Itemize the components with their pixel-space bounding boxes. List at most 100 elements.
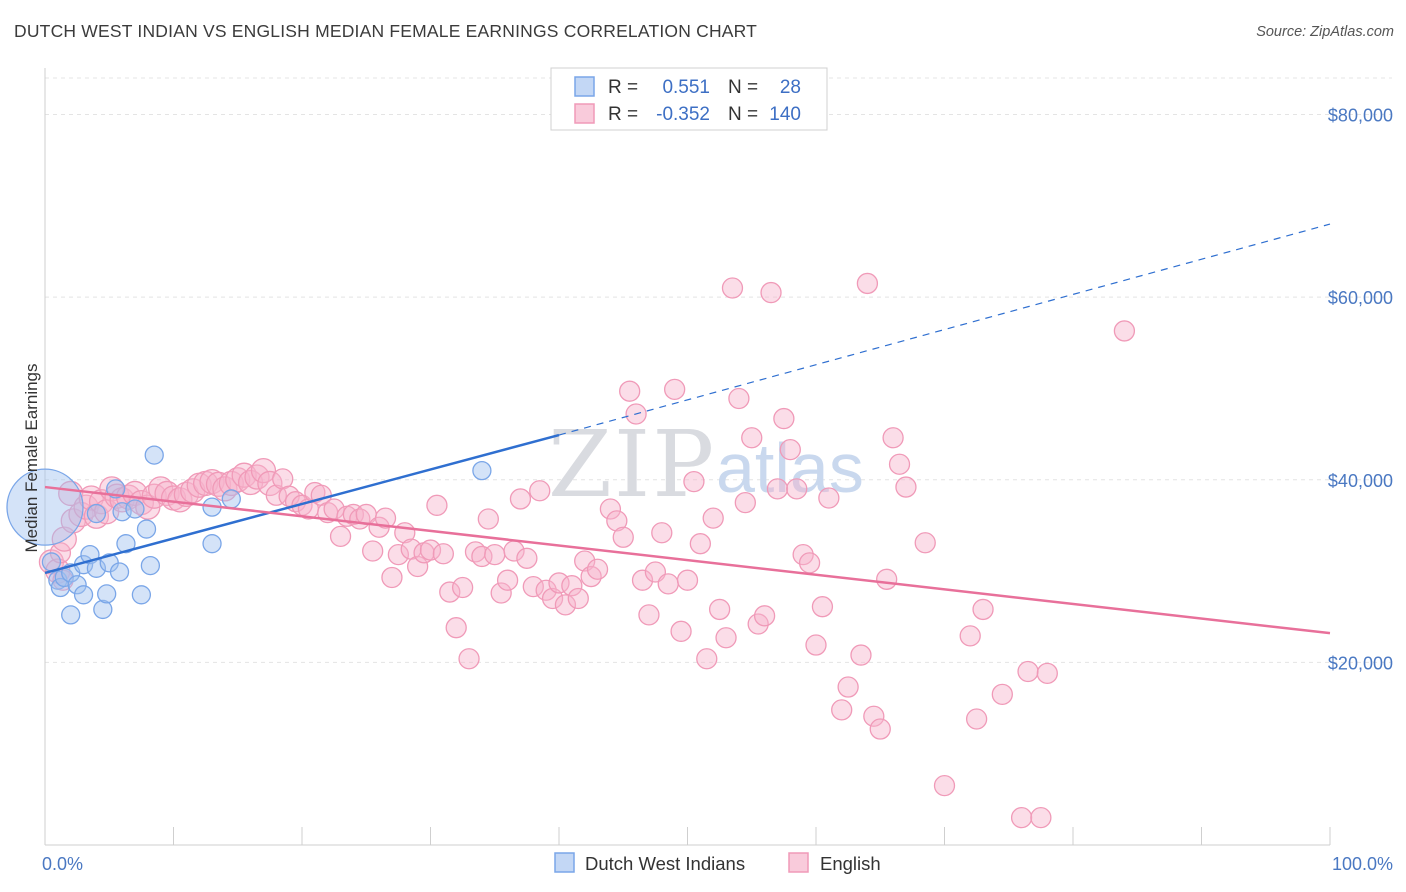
legend-r-label-1: R = (608, 77, 638, 98)
english-point-56 (374, 507, 397, 529)
legend-r-value-2: -0.352 (656, 104, 710, 125)
dutch-west-indian-point-3 (50, 577, 71, 598)
english-point-136 (933, 774, 956, 797)
english-point-92 (612, 526, 634, 548)
english-point-121 (798, 552, 821, 574)
legend-label-english: English (820, 853, 881, 874)
legend-r-value-1: 0.551 (662, 77, 710, 98)
dutch-west-indian-trend-extension (558, 223, 1331, 436)
english-point-139 (972, 598, 994, 621)
english-point-118 (779, 438, 801, 461)
english-point-110 (728, 387, 750, 410)
english-point-79 (522, 575, 544, 598)
english-point-133 (888, 453, 911, 475)
dutch-west-indian-point-11 (86, 503, 107, 524)
english-point-114 (753, 605, 776, 627)
dutch-west-indian-point-17 (109, 562, 130, 582)
dutch-west-indian-point-20 (125, 499, 145, 519)
english-point-69 (458, 648, 480, 670)
english-point-57 (381, 566, 403, 589)
english-point-80 (529, 480, 551, 502)
english-point-95 (631, 569, 654, 591)
english-point-54 (362, 540, 384, 562)
dutch-west-indian-point-28 (472, 460, 492, 481)
english-point-123 (811, 596, 834, 618)
dutch-west-indian-point-0 (6, 468, 84, 546)
legend-n-label-2: N = (728, 104, 758, 125)
english-point-73 (484, 543, 506, 566)
legend-r-label-2: R = (608, 104, 638, 125)
english-point-138 (965, 708, 988, 730)
english-point-49 (329, 525, 352, 548)
english-point-115 (760, 281, 782, 304)
y-axis-label: Median Female Earnings (22, 364, 41, 553)
axes (44, 68, 1331, 846)
english-point-112 (741, 427, 763, 449)
legend-swatch-blue (574, 76, 595, 97)
watermark-zip: ZIP (548, 411, 716, 518)
english-point-78 (516, 547, 538, 569)
english-point-134 (895, 476, 917, 498)
dutch-west-indian-point-22 (136, 519, 157, 539)
dutch-west-indian-point-19 (116, 534, 136, 554)
english-point-125 (831, 699, 853, 721)
y-tick-label-1: $40,000 (1328, 471, 1393, 491)
chart-source: Source: ZipAtlas.com (1256, 24, 1394, 40)
y-tick-labels: $20,000 $40,000 $60,000 $80,000 (1328, 106, 1393, 674)
english-point-103 (683, 470, 705, 493)
english-point-117 (773, 407, 795, 430)
english-point-75 (496, 569, 519, 591)
english-point-143 (1030, 806, 1052, 829)
english-point-137 (959, 625, 981, 647)
english-point-65 (432, 543, 455, 565)
chart-title: DUTCH WEST INDIAN VS ENGLISH MEDIAN FEMA… (14, 21, 758, 41)
legend-label-dutch-west-indians: Dutch West Indians (585, 853, 745, 874)
english-point-124 (818, 487, 840, 509)
english-point-104 (689, 533, 711, 555)
dutch-west-indian-point-24 (144, 445, 164, 465)
english-point-91 (606, 510, 628, 532)
watermark: ZIP atlas (548, 411, 864, 518)
english-trend-line (44, 485, 1331, 635)
english-point-105 (696, 648, 718, 670)
english-point-107 (708, 598, 731, 621)
dutch-west-indian-point-13 (93, 599, 113, 620)
x-tick-label-start: 0.0% (42, 854, 83, 874)
english-point-127 (850, 644, 872, 666)
dutch-west-indian-point-7 (67, 575, 87, 595)
trend-lines (44, 223, 1331, 635)
english-point-68 (451, 576, 474, 599)
english-point-93 (619, 380, 641, 402)
english-point-140 (991, 683, 1013, 705)
dutch-west-indian-point-8 (73, 585, 94, 605)
english-point-89 (586, 558, 609, 580)
english-point-77 (509, 488, 532, 510)
dutch-west-indian-trend-line (44, 433, 560, 575)
english-point-102 (676, 569, 699, 591)
grid-lines (45, 77, 1392, 663)
correlation-legend: R = 0.551 N = 28 R = -0.352 N = 140 (550, 67, 828, 131)
english-point-72 (477, 508, 499, 530)
english-point-116 (766, 478, 789, 500)
english-point-74 (490, 582, 512, 604)
y-tick-label-0: $20,000 (1328, 653, 1393, 673)
english-point-61 (406, 555, 429, 578)
english-point-29 (199, 468, 225, 495)
english-point-132 (882, 427, 904, 449)
legend-swatch-dutch-west-indians (554, 852, 575, 873)
english-point-122 (805, 634, 827, 656)
legend-swatch-pink (574, 103, 595, 124)
english-point-130 (869, 718, 891, 740)
dutch-west-indian-point-26 (202, 534, 222, 554)
dutch-west-indian-point-23 (140, 555, 161, 576)
dutch-west-indian-point-21 (131, 585, 152, 605)
english-point-109 (721, 277, 744, 299)
x-tick-label-end: 100.0% (1332, 854, 1393, 874)
y-tick-label-3: $80,000 (1328, 106, 1393, 126)
dutch-west-indian-point-14 (97, 584, 117, 604)
english-point-141 (1010, 806, 1033, 829)
english-point-63 (419, 539, 442, 561)
english-point-86 (567, 587, 589, 610)
dutch-west-indian-point-27 (221, 489, 241, 509)
english-point-37 (250, 457, 277, 484)
